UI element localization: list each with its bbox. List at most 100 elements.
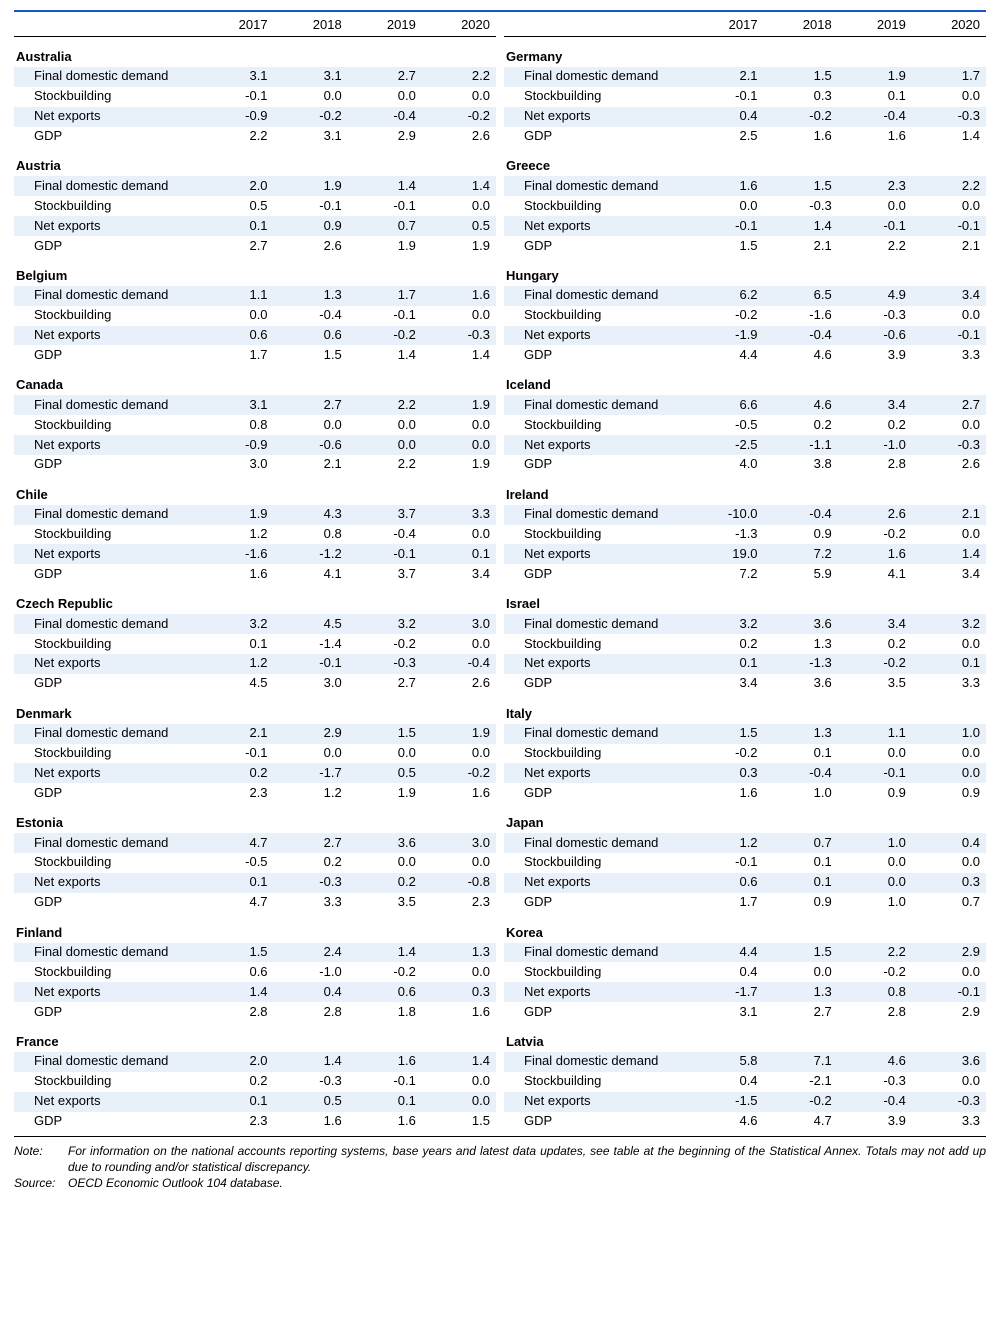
value-cell: 2.7 xyxy=(348,67,422,87)
metric-row: Final domestic demand5.87.14.63.6 xyxy=(504,1052,986,1072)
metric-label: Net exports xyxy=(14,107,199,127)
value-cell: 2.1 xyxy=(689,67,763,87)
header-row: 2017 2018 2019 2020 xyxy=(14,13,496,37)
value-cell: 1.7 xyxy=(348,286,422,306)
metric-label: Stockbuilding xyxy=(14,87,199,107)
value-cell: -2.5 xyxy=(689,435,763,455)
metric-row: Final domestic demand2.12.91.51.9 xyxy=(14,724,496,744)
value-cell: 3.6 xyxy=(764,674,838,694)
value-cell: 0.0 xyxy=(689,196,763,216)
metric-label: GDP xyxy=(14,1002,199,1022)
metric-row: Final domestic demand2.11.51.91.7 xyxy=(504,67,986,87)
metric-label: Net exports xyxy=(14,763,199,783)
metric-row: GDP1.70.91.00.7 xyxy=(504,893,986,913)
value-cell: -1.4 xyxy=(274,634,348,654)
value-cell: 0.0 xyxy=(422,853,496,873)
value-cell: 2.2 xyxy=(348,455,422,475)
country-row: Israel xyxy=(504,584,986,614)
value-cell: 1.5 xyxy=(199,943,273,963)
value-cell: 2.2 xyxy=(838,943,912,963)
metric-label: Stockbuilding xyxy=(504,1072,689,1092)
value-cell: 1.6 xyxy=(348,1052,422,1072)
value-cell: 1.8 xyxy=(348,1002,422,1022)
country-name: Chile xyxy=(14,475,496,505)
metric-row: Net exports1.2-0.1-0.3-0.4 xyxy=(14,654,496,674)
metric-label: Net exports xyxy=(504,107,689,127)
metric-row: Final domestic demand3.12.72.21.9 xyxy=(14,395,496,415)
metric-label: Final domestic demand xyxy=(504,724,689,744)
metric-row: Stockbuilding-0.20.10.00.0 xyxy=(504,744,986,764)
value-cell: 1.2 xyxy=(274,783,348,803)
value-cell: -0.1 xyxy=(348,544,422,564)
value-cell: 1.1 xyxy=(838,724,912,744)
value-cell: 2.9 xyxy=(912,1002,986,1022)
metric-row: Stockbuilding0.0-0.30.00.0 xyxy=(504,196,986,216)
metric-label: GDP xyxy=(504,893,689,913)
value-cell: 0.5 xyxy=(274,1092,348,1112)
value-cell: 2.4 xyxy=(274,943,348,963)
bottom-rule xyxy=(14,1136,986,1137)
metric-row: GDP3.02.12.21.9 xyxy=(14,455,496,475)
value-cell: 1.7 xyxy=(912,67,986,87)
value-cell: -1.7 xyxy=(274,763,348,783)
metric-row: Final domestic demand2.01.41.61.4 xyxy=(14,1052,496,1072)
value-cell: 0.0 xyxy=(912,763,986,783)
metric-label: Net exports xyxy=(504,216,689,236)
value-cell: 2.6 xyxy=(912,455,986,475)
value-cell: 1.2 xyxy=(199,654,273,674)
metric-row: Final domestic demand3.23.63.43.2 xyxy=(504,614,986,634)
value-cell: -0.2 xyxy=(689,744,763,764)
metric-label: Final domestic demand xyxy=(14,67,199,87)
metric-row: GDP2.31.61.61.5 xyxy=(14,1112,496,1132)
value-cell: 1.9 xyxy=(422,724,496,744)
metric-row: Stockbuilding0.40.0-0.20.0 xyxy=(504,962,986,982)
value-cell: 0.5 xyxy=(422,216,496,236)
metric-row: Stockbuilding-0.50.20.20.0 xyxy=(504,415,986,435)
value-cell: -0.1 xyxy=(274,654,348,674)
value-cell: 4.5 xyxy=(274,614,348,634)
value-cell: 2.3 xyxy=(422,893,496,913)
value-cell: 1.6 xyxy=(689,783,763,803)
value-cell: -0.4 xyxy=(764,763,838,783)
metric-label: Stockbuilding xyxy=(504,87,689,107)
value-cell: 2.8 xyxy=(199,1002,273,1022)
value-cell: 0.4 xyxy=(689,962,763,982)
value-cell: 2.6 xyxy=(274,236,348,256)
footnotes: Note: For information on the national ac… xyxy=(14,1143,986,1192)
value-cell: 0.0 xyxy=(274,744,348,764)
value-cell: 4.6 xyxy=(764,395,838,415)
value-cell: 2.2 xyxy=(348,395,422,415)
value-cell: 1.4 xyxy=(199,982,273,1002)
metric-row: Net exports-0.9-0.60.00.0 xyxy=(14,435,496,455)
value-cell: 0.6 xyxy=(348,982,422,1002)
metric-label: Final domestic demand xyxy=(504,505,689,525)
value-cell: -0.1 xyxy=(912,326,986,346)
metric-row: GDP4.44.63.93.3 xyxy=(504,345,986,365)
value-cell: 1.7 xyxy=(199,345,273,365)
country-name: Korea xyxy=(504,913,986,943)
value-cell: 0.4 xyxy=(274,982,348,1002)
value-cell: 0.0 xyxy=(274,415,348,435)
value-cell: 0.6 xyxy=(689,873,763,893)
value-cell: -0.6 xyxy=(274,435,348,455)
metric-row: Stockbuilding0.80.00.00.0 xyxy=(14,415,496,435)
metric-row: GDP2.82.81.81.6 xyxy=(14,1002,496,1022)
value-cell: 4.6 xyxy=(764,345,838,365)
value-cell: -0.6 xyxy=(838,326,912,346)
value-cell: 1.9 xyxy=(348,783,422,803)
value-cell: -0.1 xyxy=(689,853,763,873)
top-rule xyxy=(14,10,986,12)
header-year: 2017 xyxy=(689,13,763,37)
metric-row: Stockbuilding-0.10.30.10.0 xyxy=(504,87,986,107)
value-cell: 2.1 xyxy=(764,236,838,256)
value-cell: 0.3 xyxy=(689,763,763,783)
value-cell: -0.8 xyxy=(422,873,496,893)
value-cell: 3.4 xyxy=(689,674,763,694)
value-cell: 4.3 xyxy=(274,505,348,525)
value-cell: 3.4 xyxy=(912,564,986,584)
value-cell: 3.1 xyxy=(199,395,273,415)
value-cell: 0.9 xyxy=(838,783,912,803)
metric-label: Stockbuilding xyxy=(504,853,689,873)
value-cell: 2.2 xyxy=(199,127,273,147)
value-cell: 0.0 xyxy=(838,853,912,873)
